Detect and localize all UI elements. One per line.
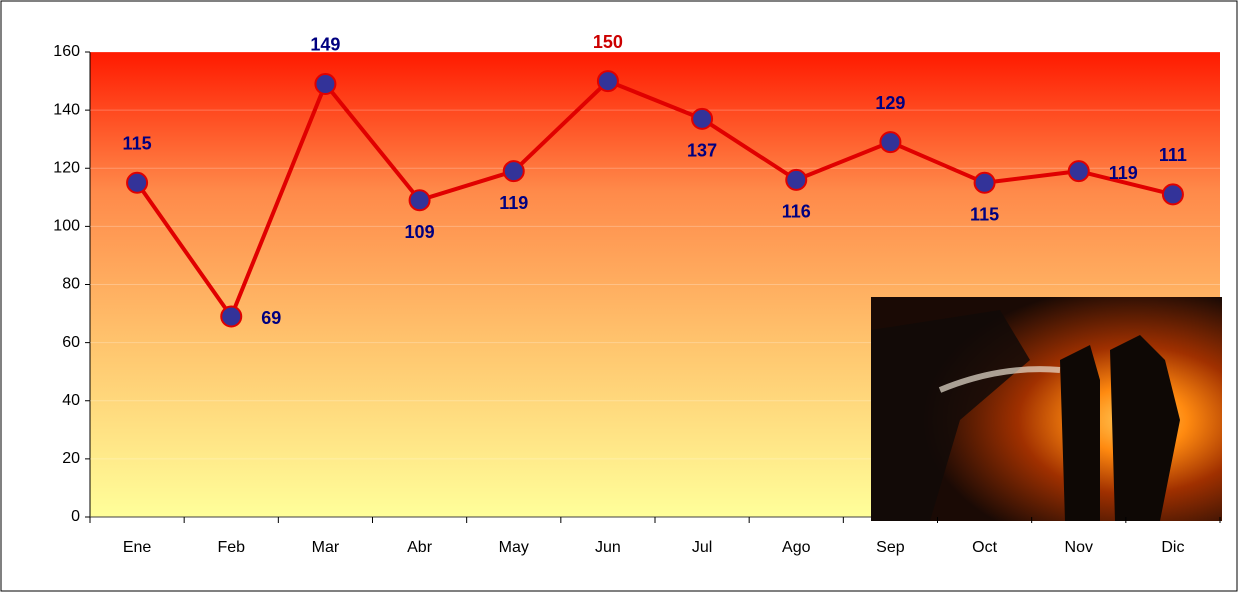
y-tick-label: 140 <box>53 101 80 118</box>
data-label: 115 <box>970 205 999 225</box>
x-tick-label: Sep <box>876 539 905 556</box>
data-label: 119 <box>1109 163 1138 183</box>
data-label: 116 <box>782 202 811 222</box>
y-tick-label: 20 <box>62 450 80 467</box>
data-label: 119 <box>499 193 528 213</box>
photo-water <box>938 366 1061 393</box>
x-tick-label: Ago <box>782 539 811 556</box>
data-label: 149 <box>310 35 340 55</box>
data-label: 69 <box>261 308 281 328</box>
x-tick-label: Ene <box>123 539 152 556</box>
x-tick-label: Feb <box>217 539 245 556</box>
x-tick-label: Dic <box>1161 539 1184 556</box>
line <box>135 79 1174 319</box>
data-label: 115 <box>123 134 152 154</box>
x-tick-label: May <box>499 539 529 556</box>
data-label: 150 <box>593 32 623 52</box>
marker <box>502 160 525 183</box>
data-label: 111 <box>1159 145 1187 165</box>
y-tick-label: 100 <box>53 218 80 235</box>
y-tick-label: 40 <box>62 392 80 409</box>
y-tick-label: 120 <box>53 159 80 176</box>
photo <box>871 297 1222 521</box>
marker <box>1067 160 1090 183</box>
photo-firefighters <box>1060 335 1180 521</box>
y-tick-label: 60 <box>62 334 80 351</box>
marker <box>408 189 431 212</box>
marker <box>314 72 337 95</box>
y-tick-label: 80 <box>62 276 80 293</box>
marker <box>691 107 714 130</box>
y-tick-label: 160 <box>53 43 80 60</box>
data-label: 137 <box>687 141 717 161</box>
marker <box>596 70 619 93</box>
x-tick-label: Abr <box>407 539 433 556</box>
marker <box>973 171 996 194</box>
x-tick-label: Oct <box>972 539 997 556</box>
data-label: 129 <box>875 93 905 113</box>
marker <box>1161 183 1184 206</box>
marker <box>879 131 902 154</box>
marker <box>126 171 149 194</box>
x-tick-label: Nov <box>1065 539 1093 556</box>
y-tick-label: 0 <box>71 508 80 525</box>
x-tick-label: Jun <box>595 539 621 556</box>
x-tick-label: Mar <box>312 539 340 556</box>
data-label: 109 <box>405 222 435 242</box>
marker <box>220 305 243 328</box>
marker <box>785 168 808 191</box>
x-tick-label: Jul <box>692 539 712 556</box>
photo-truck <box>871 310 1030 521</box>
